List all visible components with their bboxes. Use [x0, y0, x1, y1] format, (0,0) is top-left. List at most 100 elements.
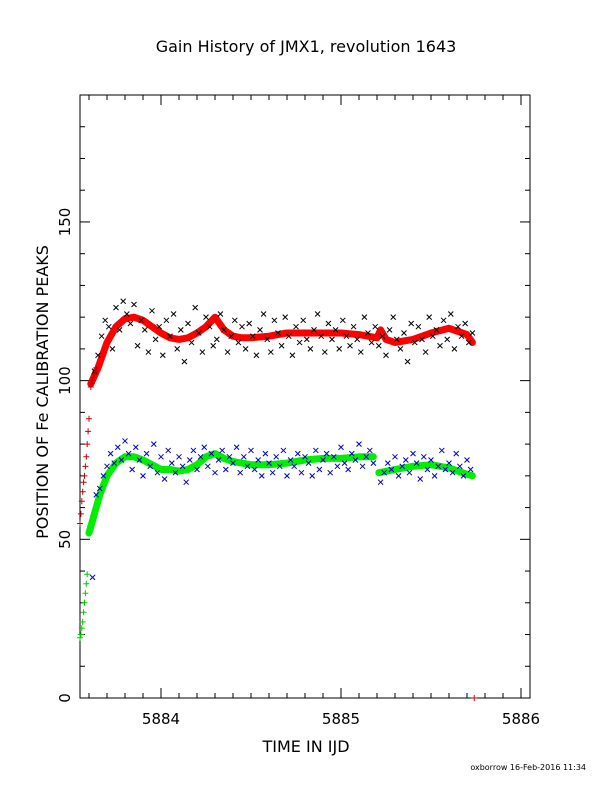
data-point — [422, 349, 429, 355]
data-point — [90, 374, 97, 381]
data-point — [363, 453, 370, 460]
data-point — [359, 463, 366, 470]
data-point — [429, 333, 436, 340]
x-tick-label: 5884 — [142, 710, 180, 728]
data-point — [86, 415, 92, 422]
data-point — [89, 377, 96, 384]
data-point — [174, 346, 181, 352]
data-point — [84, 441, 91, 448]
data-point — [314, 311, 321, 317]
data-point — [156, 323, 163, 330]
data-point — [246, 320, 253, 327]
data-points — [77, 298, 478, 701]
data-point — [453, 450, 460, 457]
data-point — [79, 488, 86, 495]
data-point — [325, 320, 332, 327]
data-point — [460, 472, 467, 479]
data-point — [428, 457, 434, 463]
data-point — [203, 314, 209, 321]
data-point — [122, 438, 128, 444]
fit-curve — [85, 450, 377, 537]
data-point — [291, 463, 298, 470]
data-point — [213, 336, 220, 343]
data-point — [449, 469, 456, 476]
data-point — [152, 336, 159, 343]
data-point — [323, 450, 330, 457]
data-point — [82, 590, 89, 597]
data-point — [258, 472, 265, 479]
data-point — [320, 457, 326, 463]
data-point — [82, 463, 89, 470]
data-point — [154, 469, 161, 476]
data-point — [77, 631, 84, 638]
data-point — [98, 333, 105, 340]
data-point — [356, 441, 362, 447]
data-point — [446, 460, 452, 467]
data-point — [206, 323, 213, 330]
data-point — [455, 323, 461, 330]
data-point — [177, 326, 184, 333]
data-point — [91, 371, 98, 378]
data-point — [280, 447, 287, 454]
x-axis-label: TIME IN IJD — [261, 737, 349, 756]
data-point — [83, 580, 90, 587]
data-point — [159, 352, 166, 359]
data-point — [79, 618, 86, 625]
data-point — [239, 323, 245, 330]
data-point — [327, 469, 334, 476]
data-point — [399, 463, 406, 470]
data-point — [228, 333, 235, 340]
data-point — [221, 326, 227, 333]
data-point — [134, 342, 141, 349]
data-point — [332, 326, 339, 333]
fit-curve — [87, 313, 476, 388]
data-point — [366, 447, 373, 454]
data-point — [456, 463, 463, 470]
data-point — [341, 460, 348, 467]
data-point — [116, 326, 123, 333]
y-tick-label: 100 — [56, 366, 74, 395]
data-point — [150, 441, 157, 447]
data-point — [278, 342, 285, 349]
data-point — [435, 463, 442, 470]
data-point — [109, 346, 116, 352]
data-point — [114, 444, 121, 451]
data-point — [78, 625, 85, 632]
data-point — [233, 444, 240, 451]
data-point — [183, 479, 190, 486]
data-point — [179, 463, 186, 470]
data-point — [163, 317, 170, 324]
data-point — [294, 450, 301, 457]
data-point — [83, 453, 90, 460]
data-point — [305, 460, 312, 467]
data-point — [383, 352, 389, 359]
data-point — [413, 460, 420, 467]
data-point — [93, 364, 100, 371]
data-point — [195, 330, 202, 336]
data-point — [264, 336, 271, 343]
data-point — [285, 333, 292, 340]
data-point — [408, 320, 415, 327]
data-point — [392, 453, 398, 460]
data-point — [204, 463, 211, 470]
data-point — [262, 450, 269, 457]
data-point — [217, 311, 224, 317]
data-point — [410, 450, 416, 457]
data-point — [199, 349, 206, 355]
data-point — [226, 453, 233, 460]
data-point — [104, 463, 110, 470]
data-point — [347, 342, 353, 349]
data-point — [185, 320, 191, 327]
y-tick-label: 50 — [56, 530, 74, 549]
data-point — [440, 317, 447, 324]
data-point — [129, 466, 136, 473]
data-point — [249, 333, 256, 340]
data-point — [85, 428, 92, 435]
data-point — [255, 457, 262, 463]
data-point — [219, 447, 226, 454]
data-point — [92, 368, 99, 375]
data-point — [293, 323, 299, 330]
data-point — [444, 336, 451, 343]
data-point — [330, 453, 337, 460]
